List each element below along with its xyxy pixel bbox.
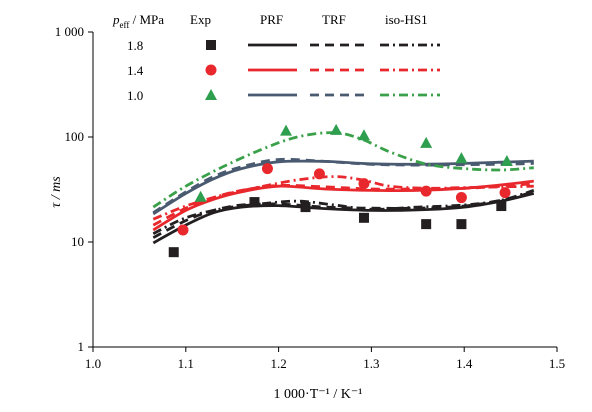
data-point-circle: [499, 187, 511, 199]
data-point-triangle: [420, 136, 433, 148]
data-point-square: [249, 197, 260, 208]
data-point-circle: [455, 192, 467, 204]
legend-group-header: peff / MPa: [112, 12, 164, 30]
legend-marks: [205, 40, 440, 100]
legend-group-1.8: 1.8: [127, 38, 143, 53]
legend-col-trf: TRF: [322, 12, 346, 27]
legend-marker-1.0: [205, 89, 217, 100]
data-point-triangle: [280, 124, 293, 136]
x-tick-label: 1.2: [270, 356, 286, 371]
y-tick-label: 10: [71, 234, 84, 249]
x-tick-label: 1.1: [178, 356, 194, 371]
legend-group-header-p: p: [112, 12, 120, 27]
data-point-circle: [261, 163, 273, 175]
series-line-iso-hs1-1-8: [152, 189, 535, 235]
x-tick-label: 1.0: [85, 356, 101, 371]
series-line-prf-1-8: [152, 192, 535, 245]
y-tick-label: 100: [65, 129, 85, 144]
series-line-iso-hs1-1-0: [152, 131, 534, 209]
x-tick-label: 1.3: [363, 356, 379, 371]
legend-marker-1.8: [206, 40, 216, 50]
data-point-square: [168, 247, 179, 258]
series-line-trf-1-0: [152, 157, 534, 214]
data-point-triangle: [194, 190, 207, 202]
data-point-triangle: [330, 123, 343, 135]
legend-marker-1.4: [205, 64, 217, 76]
x-tick-label: 1.4: [456, 356, 473, 371]
legend: peff / MPa Exp PRF TRF iso-HS1 1.8 1.4 1…: [112, 12, 428, 103]
legend-col-iso: iso-HS1: [385, 12, 428, 27]
data-point-square: [456, 219, 467, 230]
data-point-square: [496, 201, 507, 212]
data-point-square: [421, 219, 432, 230]
data-point-triangle: [357, 129, 370, 141]
y-tick-label: 1 000: [55, 24, 84, 39]
data-point-circle: [313, 168, 325, 180]
y-axis-title: τ / ms: [49, 176, 64, 208]
legend-group-1.0: 1.0: [127, 88, 143, 103]
plot-area: [152, 123, 535, 258]
y-tick-label: 1: [78, 339, 85, 354]
data-point-triangle: [455, 152, 468, 164]
series-line-iso-hs1-1-4: [152, 175, 534, 221]
data-point-circle: [358, 178, 370, 190]
legend-group-header-sub: eff: [120, 20, 130, 30]
x-axis-title: 1 000·T⁻¹ / K⁻¹: [274, 387, 363, 402]
x-tick-label: 1.5: [549, 356, 565, 371]
legend-col-prf: PRF: [260, 12, 283, 27]
axes: 1.0 1.1 1.2 1.3 1.4 1.5 1 10 100 1 000: [55, 24, 565, 371]
legend-col-exp: Exp: [190, 12, 211, 27]
data-point-square: [358, 212, 369, 223]
legend-group-header-rest: / MPa: [129, 12, 164, 27]
legend-group-1.4: 1.4: [127, 63, 144, 78]
data-point-circle: [420, 185, 432, 197]
data-point-triangle: [500, 155, 513, 167]
data-point-square: [300, 202, 311, 213]
data-point-circle: [177, 224, 189, 236]
